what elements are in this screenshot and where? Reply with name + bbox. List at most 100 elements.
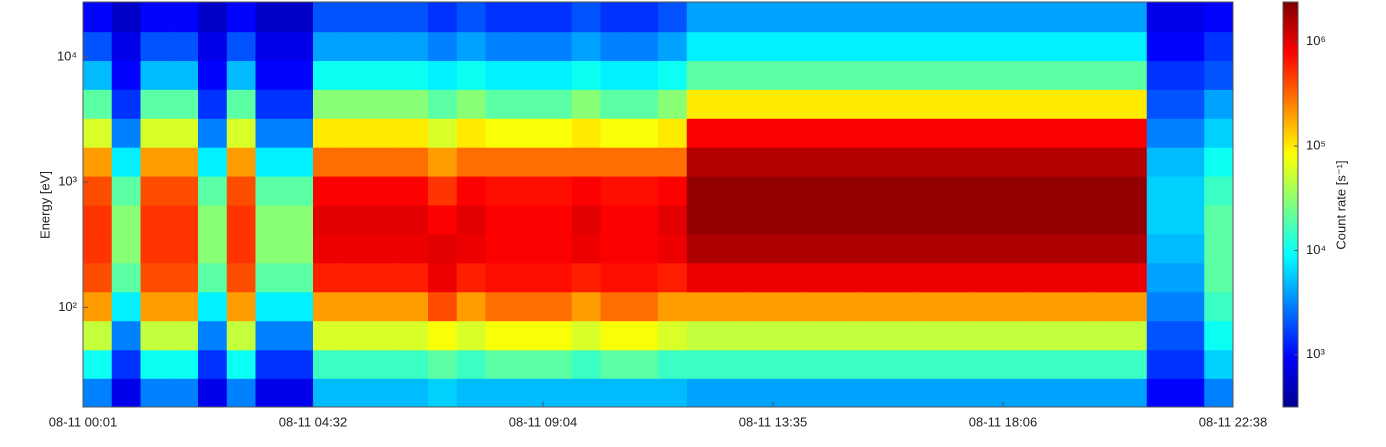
cell (169, 31, 199, 62)
cell (1175, 31, 1205, 62)
cell (1204, 147, 1234, 177)
cell (341, 147, 371, 177)
cell (1003, 262, 1033, 293)
cell (514, 118, 544, 148)
cell (198, 320, 228, 351)
cell (1089, 60, 1119, 90)
cell (198, 89, 228, 119)
cell (1089, 176, 1119, 206)
cell (916, 349, 946, 379)
cell (945, 205, 975, 235)
cell (1060, 118, 1090, 148)
cell (140, 31, 170, 62)
cell (370, 2, 400, 33)
cell (169, 291, 199, 322)
cell (198, 205, 228, 235)
cell (284, 2, 314, 33)
cell (456, 89, 486, 119)
cell (974, 176, 1004, 206)
cell (744, 378, 774, 408)
cell (255, 349, 285, 379)
cell (1175, 291, 1205, 322)
cell (801, 89, 831, 119)
cell (485, 205, 515, 235)
x-tick-label: 08-11 09:04 (509, 414, 577, 429)
cell (1089, 2, 1119, 33)
cell (543, 147, 573, 177)
cell (428, 320, 458, 351)
cell (1146, 118, 1176, 148)
cell (83, 378, 113, 408)
cell (859, 147, 889, 177)
cell (974, 291, 1004, 322)
cell (341, 291, 371, 322)
cell (198, 2, 228, 33)
x-tick-label: 08-11 13:35 (739, 414, 807, 429)
cell (140, 233, 170, 264)
cell (715, 291, 745, 322)
cell (830, 262, 860, 293)
cell (226, 291, 256, 322)
cell (83, 262, 113, 293)
cell (485, 349, 515, 379)
cell (428, 291, 458, 322)
cell (859, 60, 889, 90)
cell (226, 349, 256, 379)
cell (916, 60, 946, 90)
cell (341, 89, 371, 119)
cell (428, 147, 458, 177)
cell (1060, 205, 1090, 235)
cell (744, 291, 774, 322)
cell (629, 147, 659, 177)
cell (1118, 147, 1148, 177)
cell (255, 205, 285, 235)
cell (715, 31, 745, 62)
cell (370, 147, 400, 177)
cell (1204, 60, 1234, 90)
cell (571, 205, 601, 235)
cell (830, 205, 860, 235)
cell (1118, 31, 1148, 62)
cell (284, 60, 314, 90)
cell (341, 262, 371, 293)
cell (686, 291, 716, 322)
cell (255, 291, 285, 322)
cell (600, 205, 630, 235)
cell (1060, 320, 1090, 351)
cell (198, 118, 228, 148)
cell (456, 349, 486, 379)
cell (1204, 291, 1234, 322)
cell (1060, 89, 1090, 119)
cell (428, 118, 458, 148)
cell (428, 60, 458, 90)
cell (600, 60, 630, 90)
cell (830, 89, 860, 119)
cell (1146, 147, 1176, 177)
cell (1089, 89, 1119, 119)
cell (255, 233, 285, 264)
cell (916, 320, 946, 351)
cell (456, 147, 486, 177)
cell (629, 291, 659, 322)
cell (686, 205, 716, 235)
cell (198, 291, 228, 322)
cell (140, 60, 170, 90)
cell (1118, 349, 1148, 379)
cell (916, 31, 946, 62)
cell (1118, 291, 1148, 322)
cell (428, 205, 458, 235)
cell (1089, 378, 1119, 408)
cell (399, 378, 429, 408)
cell (140, 147, 170, 177)
cell (1031, 118, 1061, 148)
cell (399, 147, 429, 177)
cell (226, 31, 256, 62)
cell (341, 176, 371, 206)
cell (744, 205, 774, 235)
cell (916, 89, 946, 119)
cell (313, 205, 343, 235)
cell (1146, 320, 1176, 351)
cell (773, 291, 803, 322)
cell (801, 2, 831, 33)
cell (1060, 233, 1090, 264)
